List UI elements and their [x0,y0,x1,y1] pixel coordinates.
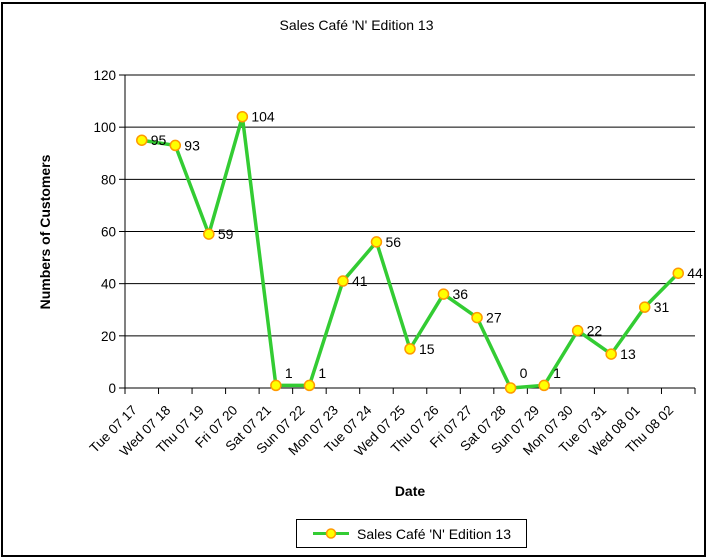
data-point-marker [203,228,215,240]
y-tick-label: 80 [101,172,116,187]
data-label: 22 [587,323,603,339]
data-point-marker [605,348,617,360]
data-point-marker [437,288,450,300]
y-tick-label: 0 [108,381,116,396]
data-point-marker [370,236,383,248]
data-label: 0 [520,365,528,381]
chart-title: Sales Café 'N' Edition 13 [279,17,434,33]
data-point-marker [504,382,517,394]
data-label: 44 [687,265,703,281]
data-label: 56 [385,234,401,250]
data-label: 1 [318,365,326,381]
data-label: 31 [654,299,670,315]
y-tick-label: 120 [93,68,116,83]
data-point-marker [136,134,148,146]
y-tick-label: 60 [101,225,116,240]
data-point-marker [638,301,651,313]
data-label: 95 [151,132,167,148]
y-tick-label: 40 [101,277,116,292]
data-label: 1 [285,365,293,381]
x-axis-title: Date [394,483,426,499]
data-label: 93 [184,137,200,153]
data-label: 59 [218,226,234,242]
data-label: 27 [486,310,502,326]
data-label: 15 [419,341,435,357]
data-point-marker [236,110,249,123]
legend-label: Sales Café 'N' Edition 13 [357,525,511,542]
data-point-marker [404,343,416,355]
legend: Sales Café 'N' Edition 13 [296,519,527,548]
data-label: 1 [553,365,561,381]
data-point-marker [337,275,349,287]
data-point-marker [270,379,282,392]
data-point-marker [303,379,316,392]
legend-series-marker-icon [313,528,349,539]
data-label: 13 [620,346,636,362]
data-point-marker [571,324,584,337]
data-point-marker [538,379,550,392]
data-label: 36 [453,286,469,302]
y-tick-label: 100 [93,120,116,135]
data-point-marker [169,139,182,152]
data-label: 104 [251,109,275,125]
data-point-marker [672,267,684,279]
y-tick-label: 20 [101,329,116,344]
data-point-marker [471,311,483,324]
data-label: 41 [352,273,368,289]
